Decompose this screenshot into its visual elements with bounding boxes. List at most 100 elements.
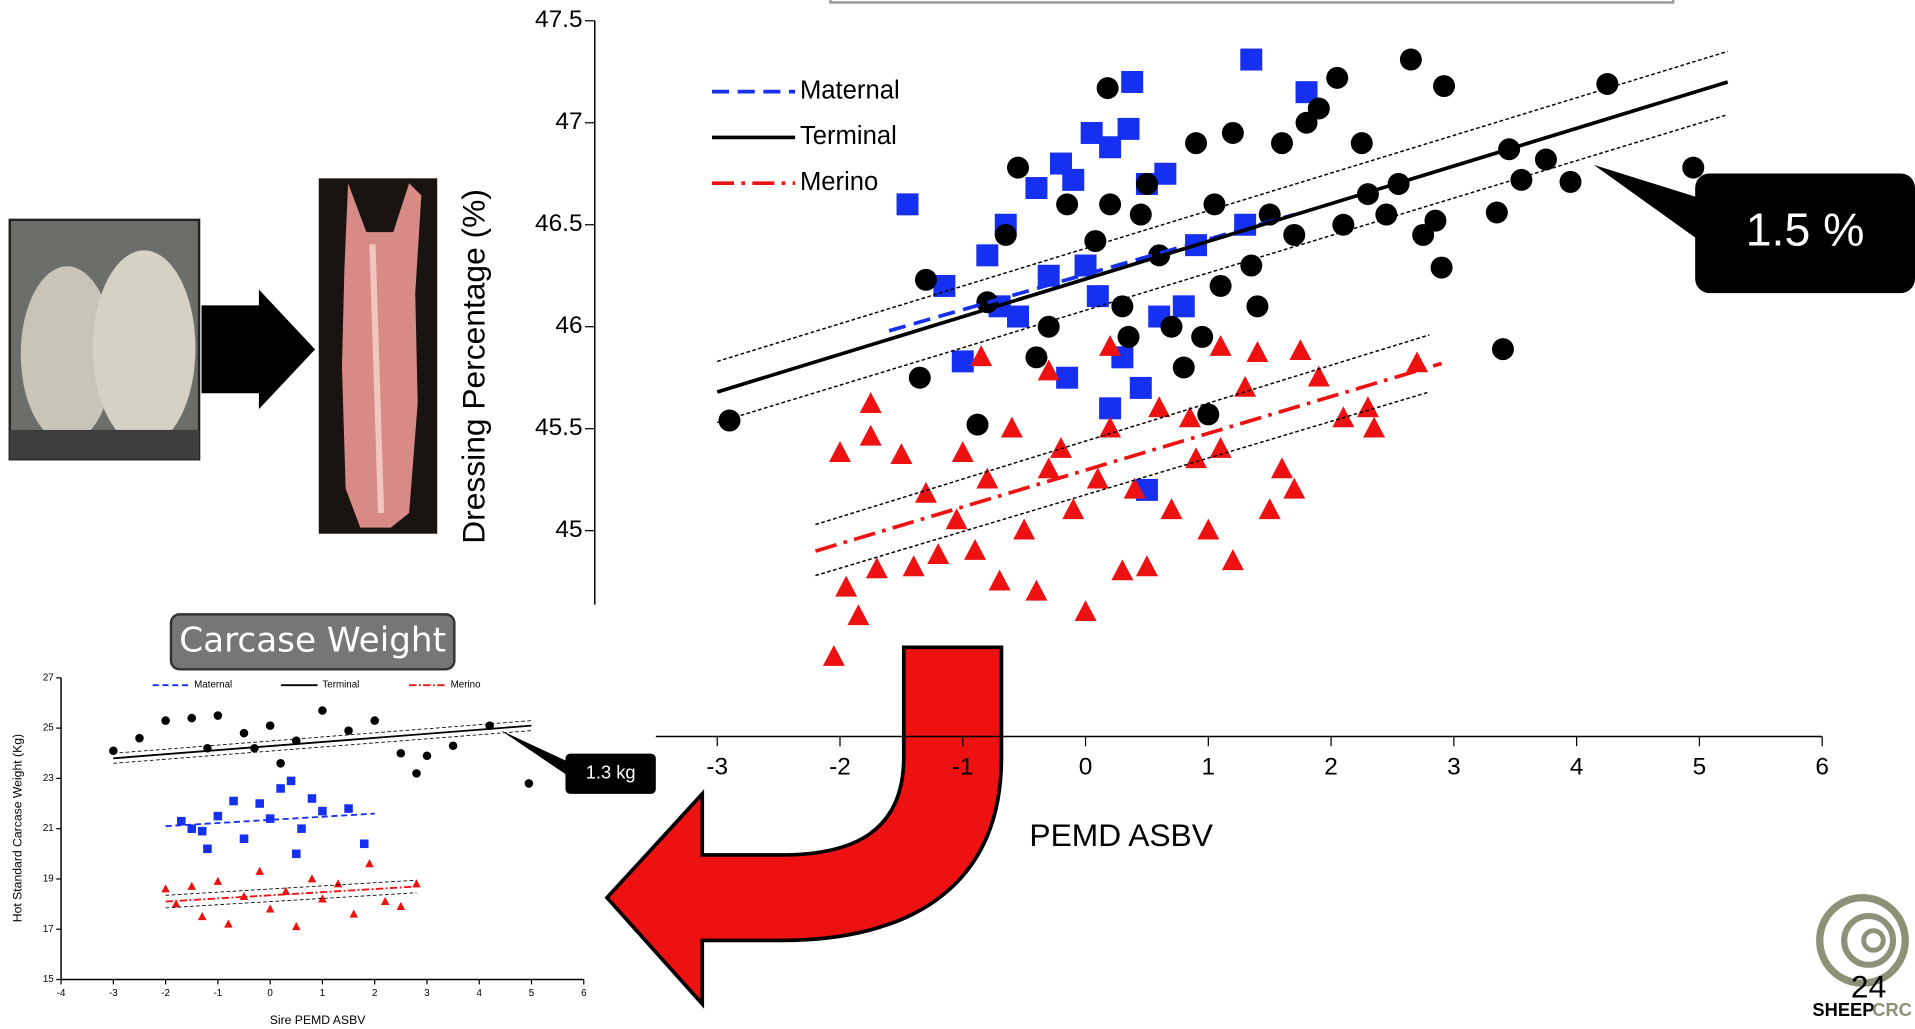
point [213, 876, 223, 885]
point [1178, 406, 1201, 428]
point [1099, 335, 1122, 356]
point [1056, 193, 1079, 216]
point [109, 746, 118, 756]
point [1534, 148, 1557, 171]
point [1099, 193, 1122, 216]
point [250, 743, 259, 753]
y-tick-label: 25 [43, 723, 54, 734]
point [847, 604, 870, 626]
point [197, 911, 207, 921]
point [1412, 223, 1435, 246]
point [1037, 457, 1060, 479]
point [1258, 498, 1281, 520]
confidence-band [717, 113, 1728, 424]
point [966, 413, 989, 436]
legend-label: Terminal [800, 122, 897, 150]
x-tick-label: 0 [1079, 754, 1093, 781]
point [902, 555, 925, 577]
point [835, 575, 858, 597]
chart-title-box [169, 613, 456, 671]
point [359, 839, 369, 849]
point [203, 844, 212, 854]
point [1123, 477, 1146, 499]
y-tick-label: 27 [43, 672, 54, 683]
point [349, 909, 359, 918]
point [344, 726, 353, 735]
point [1025, 177, 1048, 200]
point [1356, 396, 1379, 418]
x-tick-label: 2 [372, 988, 377, 999]
point [1246, 295, 1269, 318]
point [318, 806, 327, 816]
fit-line [113, 724, 532, 760]
point [1326, 66, 1349, 89]
point [970, 345, 993, 367]
legend-label: Terminal [322, 680, 359, 691]
confidence-band [165, 892, 417, 909]
point [1080, 121, 1103, 144]
point [1307, 97, 1330, 120]
y-tick-label: 19 [43, 874, 54, 885]
point [1424, 209, 1447, 232]
confidence-band [165, 879, 417, 896]
point [1240, 48, 1263, 71]
point [1049, 437, 1072, 458]
point [1221, 121, 1244, 144]
point [1037, 359, 1060, 381]
point [396, 901, 406, 911]
point [1682, 156, 1705, 179]
point [1283, 477, 1306, 499]
point [1117, 117, 1140, 140]
point [1307, 365, 1330, 387]
point [1209, 335, 1232, 356]
point [161, 716, 170, 725]
x-tick-label: -2 [161, 988, 170, 999]
x-tick-label: 0 [267, 988, 273, 999]
point [171, 899, 181, 908]
logo-crc: CRC [1872, 999, 1912, 1020]
point [187, 881, 197, 890]
point [307, 794, 317, 803]
x-tick-label: 4 [477, 988, 483, 999]
point [1117, 325, 1140, 348]
point [1037, 264, 1060, 287]
point [276, 759, 285, 768]
point [265, 904, 275, 913]
point [1099, 397, 1122, 420]
point [281, 886, 291, 895]
confidence-band [815, 391, 1430, 577]
point [1485, 201, 1508, 224]
point [422, 751, 432, 761]
point [213, 711, 223, 720]
callout-pointer [1593, 164, 1698, 240]
point [988, 569, 1011, 591]
point [1510, 168, 1533, 191]
point [135, 733, 144, 743]
point [1289, 339, 1312, 360]
point [365, 859, 374, 868]
point [213, 811, 223, 821]
point [1240, 254, 1263, 277]
point [276, 784, 285, 793]
point [1148, 396, 1171, 418]
point [859, 424, 882, 446]
point [945, 508, 968, 530]
fit-line [888, 212, 1295, 333]
point [177, 816, 186, 826]
legend-label: Maternal [800, 76, 900, 104]
point [1197, 403, 1220, 426]
chart-title: Carcase Weight [179, 620, 446, 660]
logo-sheep: SHEEP [1812, 999, 1874, 1020]
point [229, 796, 238, 806]
sheep-photo [8, 218, 201, 461]
point [1129, 376, 1152, 399]
x-axis-title: PEMD ASBV [1029, 817, 1213, 853]
point [976, 244, 999, 267]
title-box-edge [829, 0, 1675, 4]
point [265, 721, 275, 730]
point [1160, 315, 1183, 338]
point [292, 849, 301, 859]
y-tick-label: 23 [43, 773, 54, 784]
x-tick-label: 5 [529, 988, 535, 999]
point [318, 894, 327, 903]
